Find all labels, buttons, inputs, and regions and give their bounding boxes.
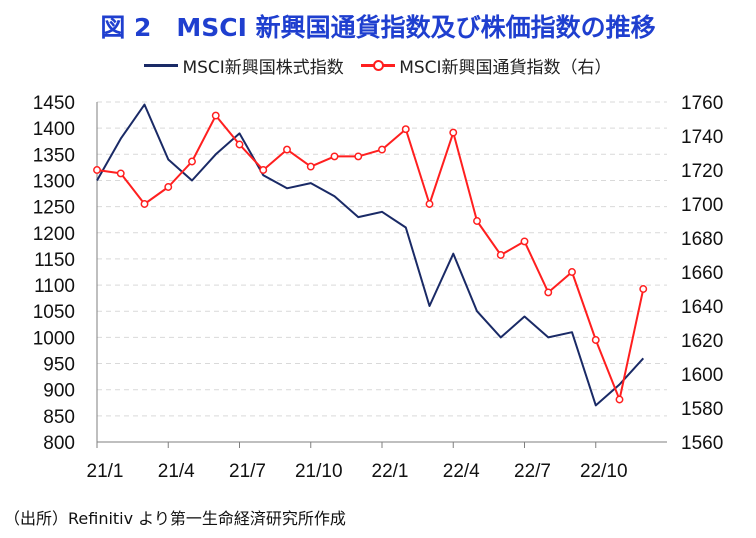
y-right-tick-label: 1720 (681, 161, 723, 182)
series-point (449, 128, 458, 137)
x-tick-label: 21/1 (87, 461, 124, 482)
series-point (306, 162, 315, 171)
series-point (591, 336, 600, 344)
legend-swatch-stock (144, 64, 179, 67)
y-left-tick-label: 1000 (33, 328, 75, 349)
legend-label-stock: MSCI新興国株式指数 (182, 58, 344, 78)
y-right-tick-label: 1580 (681, 399, 723, 420)
y-left-tick-label: 800 (43, 433, 75, 454)
series-point (378, 145, 386, 154)
x-tick-label: 22/7 (514, 461, 551, 482)
x-tick-label: 22/4 (443, 461, 480, 482)
y-right-tick-label: 1740 (681, 127, 723, 148)
series-point (283, 145, 291, 154)
x-tick-label: 22/1 (372, 461, 409, 482)
legend-item-stock: MSCI新興国株式指数 (144, 53, 344, 78)
y-left-tick-label: 1350 (33, 145, 75, 166)
y-left-tick-label: 1100 (34, 276, 75, 297)
series-point (140, 200, 149, 208)
legend-swatch-currency (361, 60, 396, 71)
series-point (330, 152, 339, 161)
y-left-tick-label: 1250 (33, 198, 75, 219)
series-point (639, 285, 648, 293)
series-point (93, 166, 101, 174)
series-point (211, 111, 220, 120)
series-point (164, 183, 173, 191)
series-point (116, 169, 125, 178)
y-left-tick-label: 900 (43, 381, 75, 402)
y-left-tick-label: 1300 (33, 171, 75, 192)
series-line-1 (96, 114, 645, 401)
y-right-tick-label: 1600 (681, 365, 723, 386)
y-right-tick-label: 1640 (681, 297, 723, 318)
y-left-tick-label: 1050 (33, 302, 75, 323)
series-point (615, 395, 624, 404)
y-left-tick-label: 850 (43, 407, 75, 428)
y-left-tick-label: 950 (43, 355, 75, 376)
x-tick-label: 21/10 (295, 461, 343, 482)
y-right-tick-label: 1700 (681, 195, 723, 216)
y-left-tick-label: 1200 (33, 224, 75, 245)
y-right-tick-label: 1660 (681, 263, 723, 284)
y-left-tick-label: 1400 (33, 119, 75, 140)
x-tick-label: 22/10 (580, 461, 628, 482)
x-tick-label: 21/7 (229, 461, 266, 482)
series-point (520, 237, 529, 246)
series-point (188, 157, 196, 166)
series-point (354, 152, 363, 161)
y-right-tick-label: 1760 (681, 93, 723, 114)
source-note: （出所）Refinitiv より第一生命経済研究所作成 (4, 509, 346, 528)
y-left-tick-label: 1450 (33, 93, 75, 114)
series-point (496, 251, 505, 259)
legend: MSCI新興国株式指数 MSCI新興国通貨指数（右） (0, 52, 756, 78)
legend-marker-currency (373, 60, 385, 71)
series-point (401, 125, 410, 134)
legend-label-currency: MSCI新興国通貨指数（右） (399, 58, 612, 78)
y-left-tick-label: 1150 (34, 250, 75, 271)
x-tick-label: 21/4 (158, 461, 195, 482)
legend-item-currency: MSCI新興国通貨指数（右） (361, 53, 612, 78)
y-right-tick-label: 1560 (681, 433, 723, 454)
y-right-tick-label: 1620 (681, 331, 723, 352)
y-right-tick-label: 1680 (681, 229, 723, 250)
chart-title: 図 2 MSCI 新興国通貨指数及び株価指数の推移 (100, 13, 656, 42)
series-point (568, 268, 576, 276)
series-point (473, 217, 481, 225)
series-point (259, 166, 268, 174)
series-point (425, 200, 434, 208)
series-point (235, 140, 244, 149)
series-line-0 (96, 103, 645, 407)
series-point (544, 288, 553, 297)
